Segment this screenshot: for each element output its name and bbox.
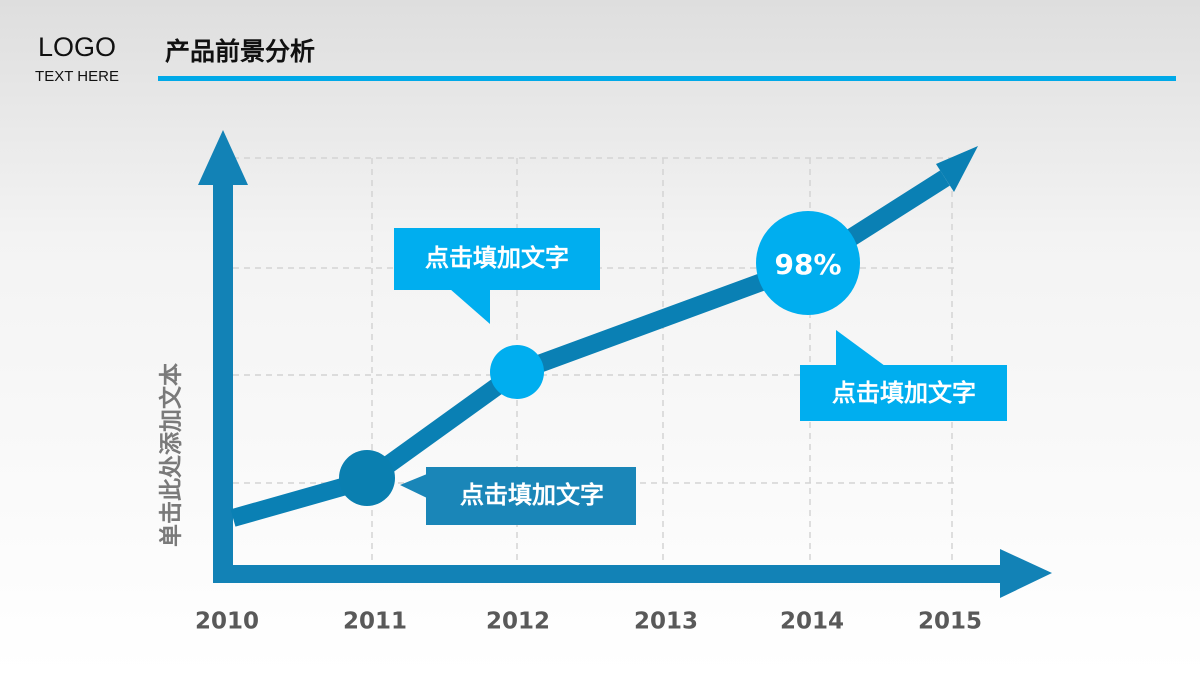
x-label: 2012 xyxy=(486,609,550,635)
y-axis-label: 单击此处添加文本 xyxy=(158,363,185,547)
x-labels: 2010 2011 2012 2013 2014 2015 xyxy=(195,609,982,635)
slide-title: 产品前景分析 xyxy=(165,37,315,66)
title-rule xyxy=(158,76,1176,81)
axes xyxy=(198,130,1052,598)
callout-text: 点击填加文字 xyxy=(832,379,976,407)
logo: LOGO xyxy=(38,32,116,62)
x-label: 2011 xyxy=(343,609,407,635)
x-label: 2014 xyxy=(780,609,844,635)
x-label: 2013 xyxy=(634,609,698,635)
logo-subtitle: TEXT HERE xyxy=(35,68,119,85)
callout: 点击填加文字 xyxy=(400,467,636,525)
point-2012 xyxy=(490,345,544,399)
callout-text: 点击填加文字 xyxy=(425,244,569,272)
point-2014 xyxy=(756,211,860,315)
callout: 点击填加文字 xyxy=(394,228,600,324)
x-label: 2010 xyxy=(195,609,259,635)
callout: 点击填加文字 xyxy=(800,330,1007,421)
x-label: 2015 xyxy=(918,609,982,635)
callout-text: 点击填加文字 xyxy=(460,481,604,509)
badge: 98% xyxy=(774,248,841,281)
point-2011 xyxy=(339,450,395,506)
